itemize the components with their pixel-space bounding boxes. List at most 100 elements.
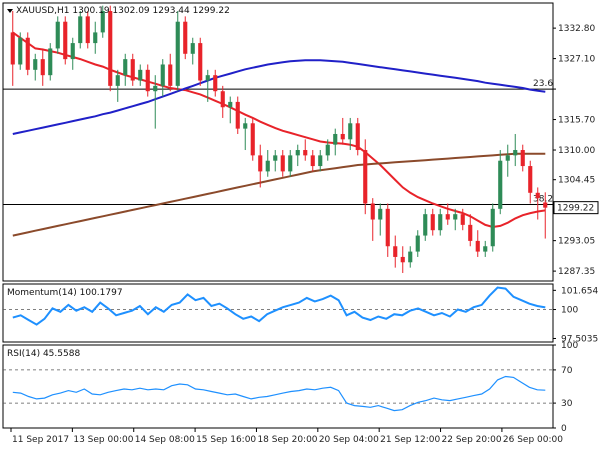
candle-body	[453, 214, 458, 220]
candles	[10, 5, 548, 273]
candle-body	[438, 214, 443, 231]
momentum-y-axis: 101.654 100 97.5035	[553, 286, 598, 344]
price-tick-label: 1293.05	[558, 237, 595, 247]
candle-body	[33, 59, 38, 70]
candle-body	[498, 160, 503, 209]
candle-body	[370, 203, 375, 220]
candle-body	[393, 246, 398, 257]
momentum-line	[12, 286, 546, 326]
candle-body	[528, 166, 533, 193]
candle-body	[460, 214, 465, 225]
candle-body	[235, 101, 240, 129]
candle-body	[408, 251, 413, 263]
candle-body	[100, 11, 105, 33]
candle-body	[520, 150, 525, 167]
candle-body	[400, 256, 405, 263]
price-tick-label: 1310.00	[558, 146, 595, 156]
candle-body	[288, 155, 293, 172]
fib-level-label: 38.2	[533, 195, 553, 205]
time-tick-label: 11 Sep 2017	[12, 435, 69, 445]
time-tick-label: 18 Sep 20:00	[257, 435, 317, 445]
candle-body	[333, 133, 338, 145]
fib-levels: 23.6 38.2	[3, 79, 553, 206]
current-price-tag: 1299.22	[553, 201, 599, 215]
candle-body	[70, 43, 75, 60]
candle-body	[160, 64, 165, 86]
rsi-panel: RSI(14) 45.5588 100 70 30 0	[2, 341, 578, 434]
time-tick-label: 13 Sep 00:00	[73, 435, 133, 445]
candle-body	[175, 21, 180, 86]
candle-body	[363, 150, 368, 204]
momentum-title: Momentum(14) 100.1797	[7, 288, 123, 298]
current-price-tag-box	[553, 201, 599, 215]
candle-body	[310, 155, 315, 167]
rsi-panel-frame	[2, 344, 554, 429]
current-price-label: 1299.22	[557, 204, 594, 214]
candle-body	[168, 64, 173, 86]
moving-average-line	[12, 152, 546, 237]
candle-body	[123, 59, 128, 76]
candle-body	[108, 11, 113, 86]
time-tick-label: 26 Sep 00:00	[503, 435, 563, 445]
dropdown-triangle-icon[interactable]	[7, 9, 13, 13]
candle-body	[205, 75, 210, 81]
candle-body	[513, 150, 518, 156]
candle-body	[183, 21, 188, 54]
moving-average-line	[12, 59, 546, 135]
time-tick-label: 15 Sep 16:00	[196, 435, 256, 445]
candle-body	[475, 240, 480, 252]
candle-body	[10, 32, 15, 65]
candle-body	[340, 133, 345, 140]
time-tick-label: 14 Sep 08:00	[135, 435, 195, 445]
candle-body	[250, 123, 255, 156]
candle-body	[243, 123, 248, 129]
candle-body	[130, 59, 135, 81]
candle-body	[228, 101, 233, 108]
fib-level-label: 23.6	[533, 79, 553, 89]
candle-body	[145, 69, 150, 92]
moving-average-line	[12, 31, 546, 229]
candle-body	[490, 208, 495, 247]
price-panel-frame	[2, 2, 554, 282]
momentum-panel: Momentum(14) 100.1797 101.654 100 97.5035	[2, 283, 598, 344]
price-panel: 23.6 38.2 XAUUSD,H1 1300.19 1302.09 1293.…	[2, 2, 599, 282]
candle-body	[138, 69, 143, 81]
candle-body	[63, 21, 68, 60]
candle-body	[85, 16, 90, 44]
candle-body	[445, 214, 450, 220]
candle-body	[505, 155, 510, 161]
candle-body	[423, 214, 428, 236]
candle-body	[355, 123, 360, 151]
indicator-tick-label: 70	[561, 366, 573, 376]
candle-body	[280, 155, 285, 172]
candle-body	[535, 192, 540, 199]
candle-body	[295, 150, 300, 156]
price-tick-label: 1287.35	[558, 267, 595, 277]
rsi-line	[12, 375, 546, 412]
candle-body	[213, 75, 218, 92]
candle-body	[348, 123, 353, 140]
candle-body	[483, 246, 488, 252]
candle-body	[40, 59, 45, 76]
indicator-tick-label: 100	[561, 306, 578, 316]
price-tick-label: 1332.80	[558, 24, 595, 34]
price-tick-label: 1304.45	[558, 176, 595, 186]
moving-averages	[12, 31, 546, 237]
candle-body	[543, 202, 548, 208]
rsi-title: RSI(14) 45.5588	[7, 349, 80, 359]
candle-body	[415, 235, 420, 252]
time-tick-label: 22 Sep 20:00	[442, 435, 502, 445]
candle-body	[468, 224, 473, 241]
candle-body	[198, 43, 203, 81]
candle-body	[220, 91, 225, 108]
candle-body	[273, 155, 278, 161]
candle-body	[318, 155, 323, 167]
candle-body	[55, 21, 60, 49]
indicator-tick-label: 97.5035	[561, 334, 598, 344]
candle-body	[78, 16, 83, 44]
candle-body	[385, 208, 390, 247]
candle-body	[115, 75, 120, 86]
candle-body	[378, 208, 383, 220]
price-tick-label: 1315.70	[558, 116, 595, 126]
